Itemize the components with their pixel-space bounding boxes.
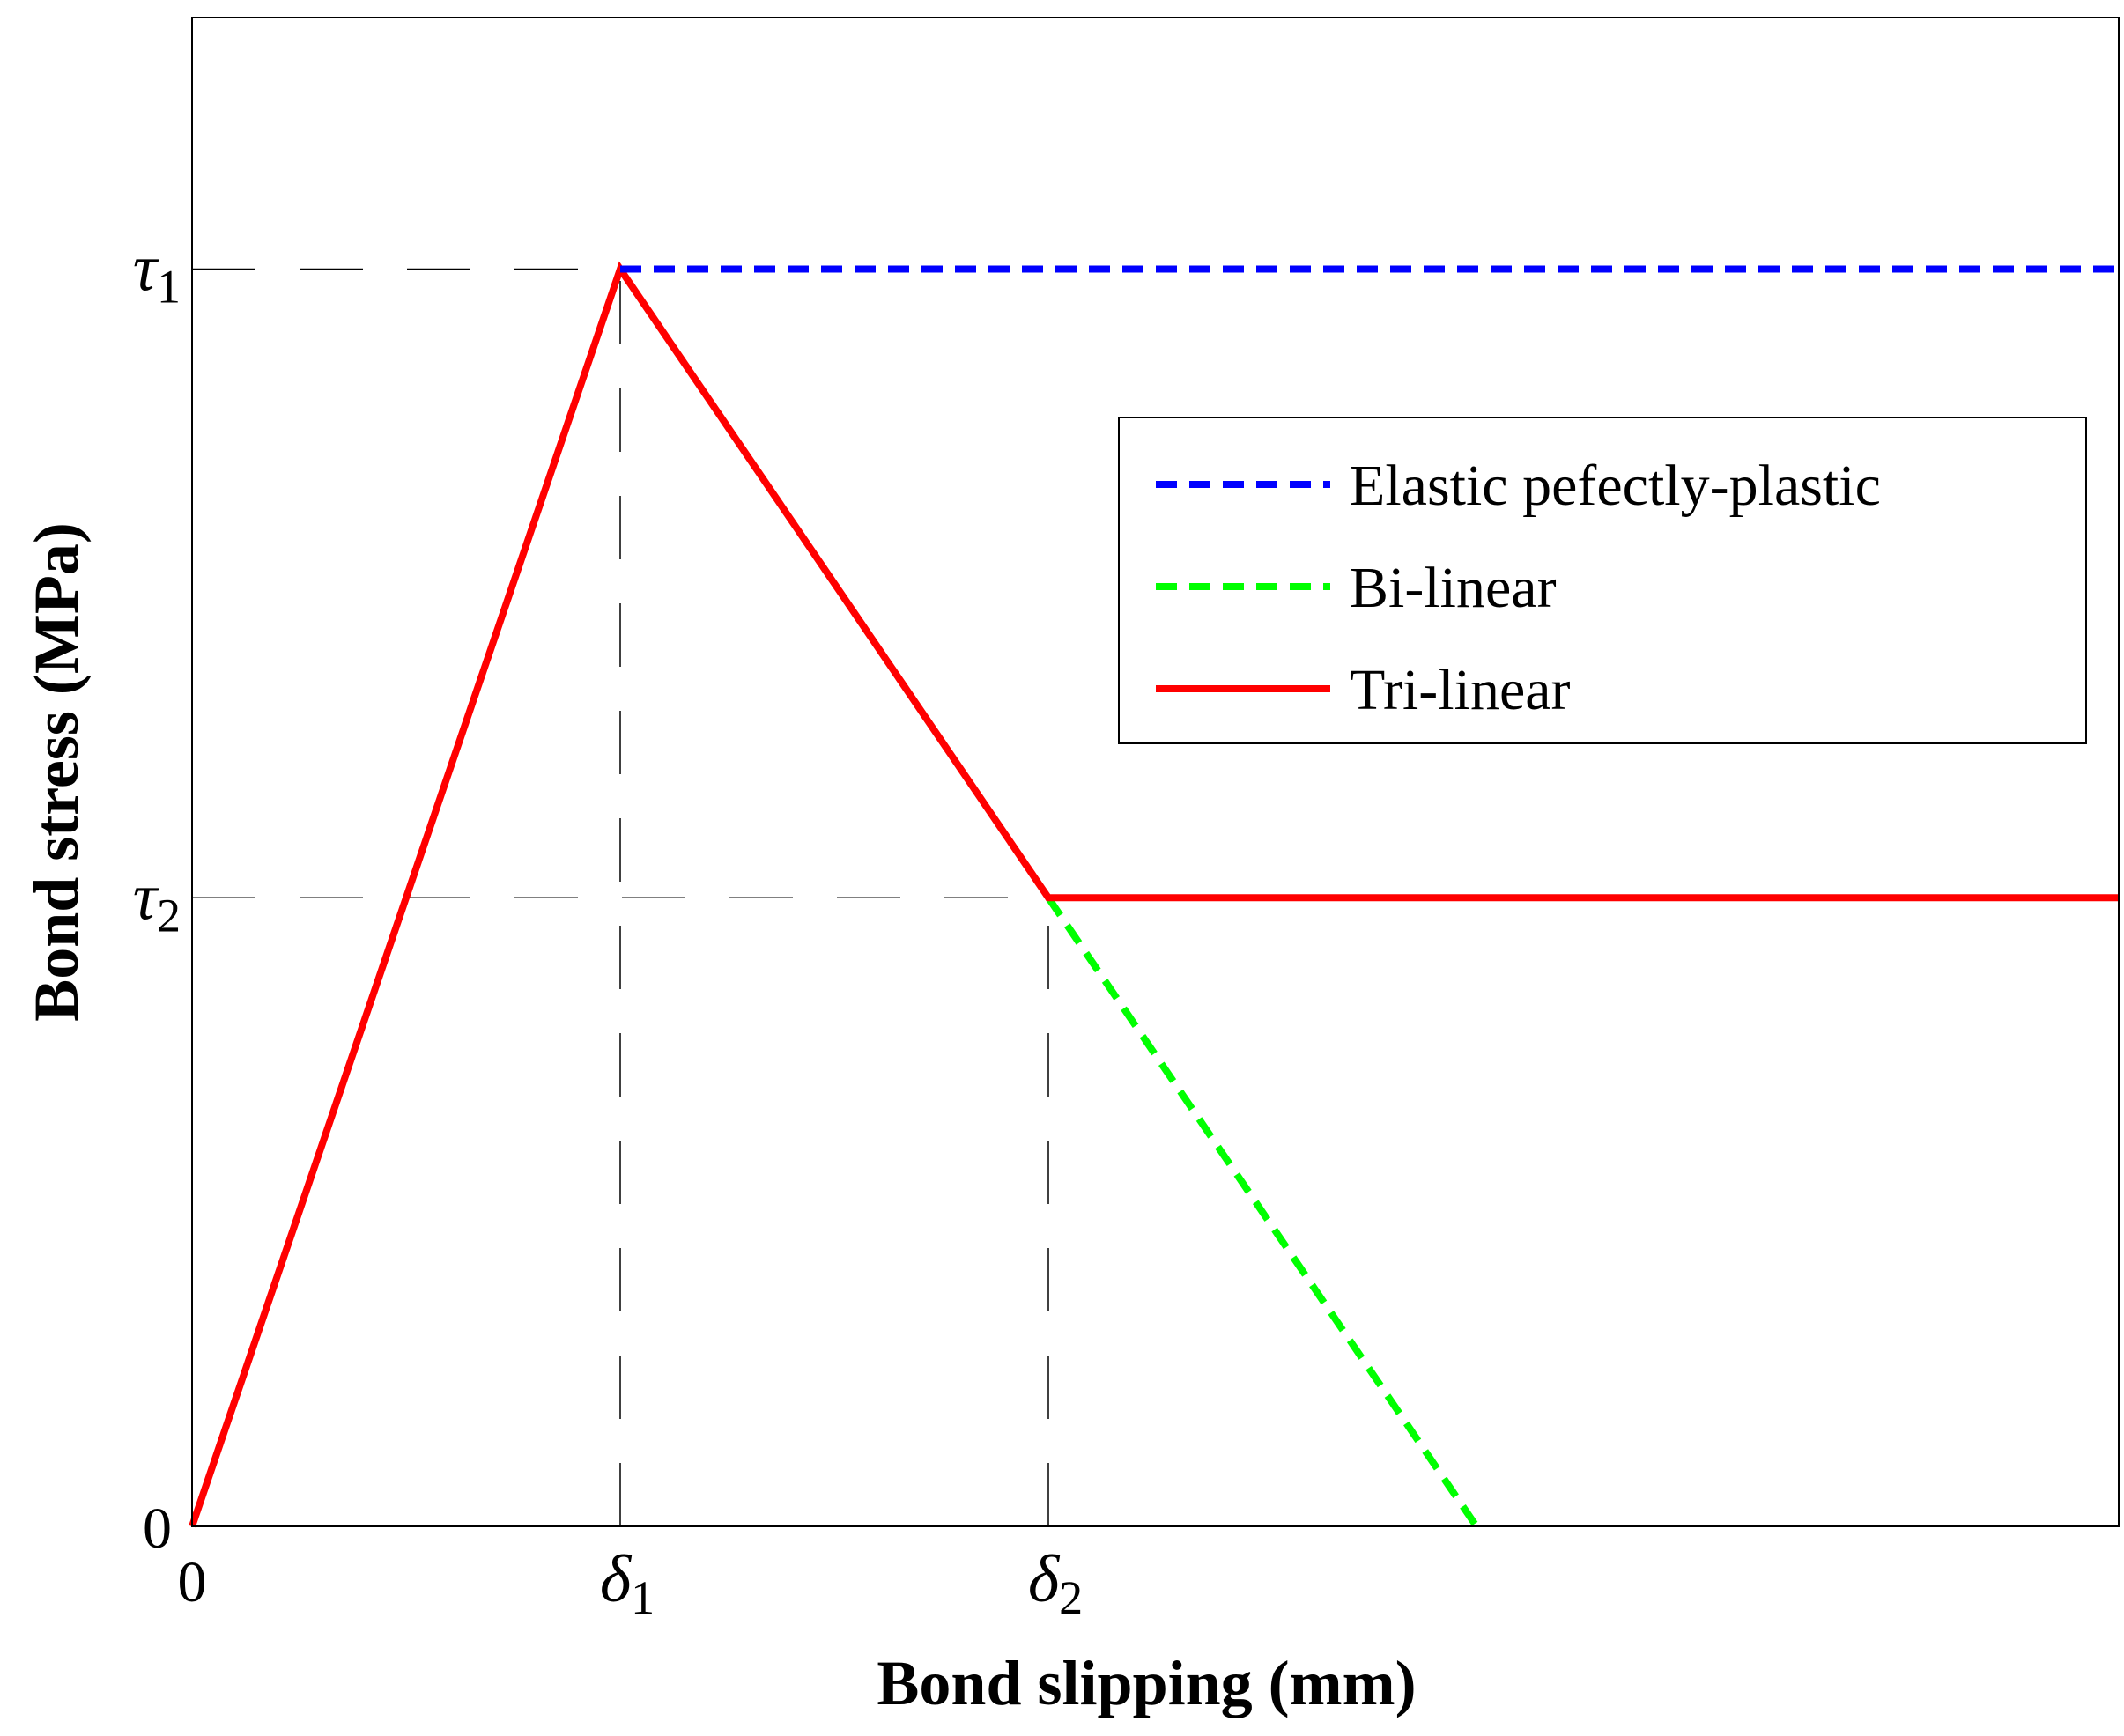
plot-frame [191, 17, 2120, 1527]
y-tick-label-1: τ2 [133, 860, 181, 942]
guide-lines [192, 268, 1049, 1526]
legend-label-elastic-pefectly-plastic: Elastic pefectly-plastic [1350, 454, 1881, 518]
series-line-bi-linear [1045, 895, 1480, 1529]
tick-labels: 0 δ1 δ2 0 τ2 τ1 [133, 232, 1083, 1625]
x-tick-label-2: δ2 [1028, 1542, 1083, 1624]
y-axis-title: Bond stress (MPa) [21, 522, 92, 1022]
x-axis-title: Bond slipping (mm) [877, 1648, 1416, 1718]
legend-label-bi-linear: Bi-linear [1350, 556, 1557, 620]
y-tick-label-0: 0 [143, 1496, 172, 1561]
series-lines [189, 261, 2119, 1529]
x-tick-label-1: δ1 [600, 1542, 655, 1624]
x-tick-label-0: 0 [178, 1550, 207, 1614]
y-tick-label-2: τ1 [133, 232, 181, 314]
series-line-tri-linear [189, 261, 2119, 1528]
legend-label-tri-linear: Tri-linear [1350, 658, 1571, 722]
legend: Elastic pefectly-plastic Bi-linear Tri-lin… [1118, 417, 2087, 744]
